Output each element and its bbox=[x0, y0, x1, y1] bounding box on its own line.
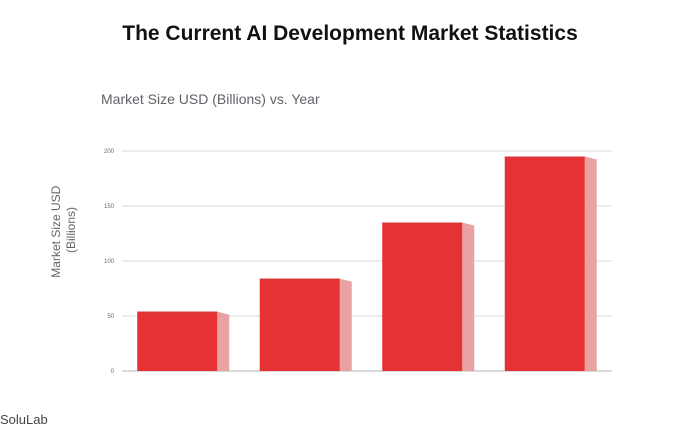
y-tick-label-200: 200 bbox=[104, 149, 115, 155]
bar-1-side bbox=[217, 311, 230, 371]
y-tick-label-150: 150 bbox=[104, 204, 115, 210]
bar-1-front bbox=[137, 311, 218, 371]
watermark-logo-text: SoluLab bbox=[0, 412, 48, 427]
bar-1 bbox=[137, 311, 230, 371]
y-axis-label: Market Size USD (Billions) bbox=[49, 182, 78, 277]
bar-4-front bbox=[504, 156, 585, 371]
bar-2-front bbox=[259, 278, 340, 371]
y-axis-label-line-1: Market Size USD bbox=[49, 185, 63, 277]
y-axis-label-line-2: (Billions) bbox=[64, 207, 78, 253]
y-tick-label-0: 0 bbox=[111, 369, 115, 375]
bar-4-side bbox=[584, 156, 597, 371]
bar-2-side bbox=[339, 278, 352, 371]
bars bbox=[137, 156, 597, 371]
bar-3-front bbox=[382, 222, 463, 371]
page-title: The Current AI Development Market Statis… bbox=[122, 22, 578, 45]
y-tick-label-100: 100 bbox=[104, 259, 115, 265]
y-tick-label-50: 50 bbox=[107, 314, 114, 320]
bar-3-side bbox=[462, 222, 475, 371]
bar-4 bbox=[504, 156, 597, 371]
bar-3 bbox=[382, 222, 475, 371]
chart-title: Market Size USD (Billions) vs. Year bbox=[101, 91, 320, 107]
bar-2 bbox=[259, 278, 352, 371]
y-axis-ticks: 0 50 100 150 200 bbox=[104, 149, 115, 375]
